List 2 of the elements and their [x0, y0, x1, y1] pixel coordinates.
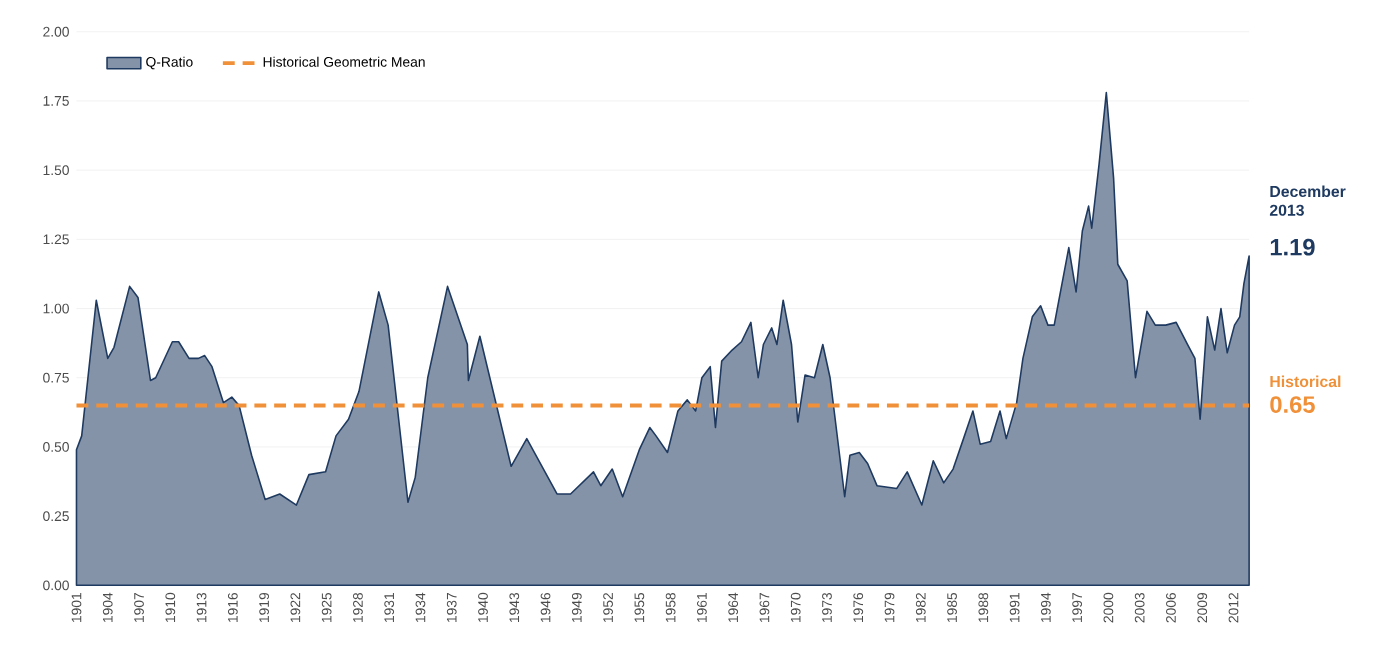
- text: 0.65: [1270, 395, 1315, 413]
- text: 1.19: [1270, 238, 1315, 256]
